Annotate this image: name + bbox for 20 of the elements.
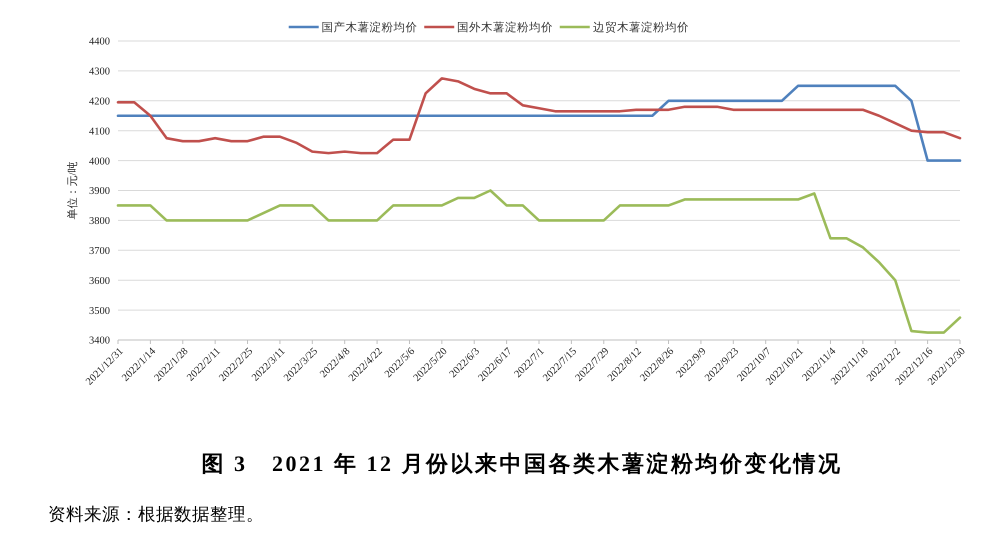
y-tick-label: 3400	[89, 336, 110, 347]
y-tick-label: 4200	[89, 96, 110, 108]
line-series	[116, 77, 962, 154]
y-tick-label: 4300	[89, 66, 110, 78]
y-axis-title: 单位：元/吨	[66, 161, 79, 220]
y-tick-label: 4400	[89, 36, 110, 48]
y-tick-label: 4100	[89, 126, 110, 138]
legend-label: 边贸木薯淀粉均价	[592, 20, 689, 34]
text: 图 3 2021 年 12 月份以来中国各类木薯淀粉均价变化情况	[202, 451, 842, 476]
y-tick-label: 3800	[89, 216, 110, 228]
line-series	[116, 189, 962, 334]
line-series	[116, 84, 962, 162]
text: 资料来源：根据数据整理。	[48, 504, 264, 524]
legend-label: 国外木薯淀粉均价	[457, 20, 554, 34]
y-tick-label: 3600	[89, 276, 110, 287]
y-tick-label: 3500	[89, 306, 110, 317]
legend-label: 国产木薯淀粉均价	[322, 20, 418, 34]
y-tick-label: 4000	[89, 156, 110, 168]
y-tick-label: 3700	[89, 246, 110, 257]
y-tick-label: 3900	[89, 186, 110, 198]
